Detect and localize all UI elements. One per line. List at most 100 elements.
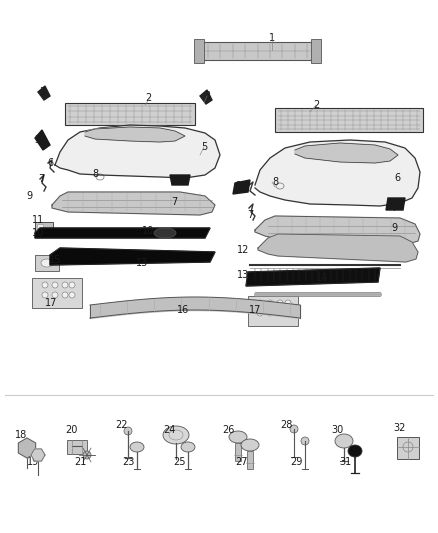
Polygon shape [258, 234, 418, 262]
Text: 19: 19 [27, 457, 39, 467]
Bar [247, 451, 253, 469]
Polygon shape [18, 438, 35, 458]
Polygon shape [233, 180, 250, 194]
Text: 7: 7 [38, 174, 44, 184]
Text: 9: 9 [391, 223, 397, 233]
Polygon shape [386, 198, 405, 210]
Text: 7: 7 [171, 197, 177, 207]
Text: 6: 6 [234, 181, 240, 191]
Ellipse shape [130, 442, 144, 452]
Text: 21: 21 [74, 457, 86, 467]
Polygon shape [55, 125, 220, 178]
Ellipse shape [277, 300, 283, 306]
Bar [35, 222, 53, 235]
Text: 29: 29 [290, 457, 302, 467]
Ellipse shape [52, 292, 58, 298]
Bar [275, 108, 423, 132]
Ellipse shape [41, 259, 53, 267]
Text: 2: 2 [145, 93, 151, 103]
Bar [65, 103, 195, 125]
Bar [397, 437, 419, 459]
Polygon shape [38, 86, 50, 100]
Bar [311, 39, 321, 63]
Text: 27: 27 [235, 457, 247, 467]
Text: 11: 11 [32, 215, 44, 225]
Text: 22: 22 [115, 420, 127, 430]
Text: 7: 7 [247, 210, 253, 220]
Polygon shape [35, 130, 50, 150]
Text: 3: 3 [204, 91, 210, 101]
Text: 32: 32 [394, 423, 406, 433]
Ellipse shape [124, 427, 132, 435]
Ellipse shape [301, 437, 309, 445]
Text: 33: 33 [34, 135, 46, 145]
Ellipse shape [229, 431, 247, 443]
Ellipse shape [163, 426, 189, 444]
Ellipse shape [52, 282, 58, 288]
Polygon shape [255, 140, 420, 206]
Ellipse shape [69, 282, 75, 288]
Ellipse shape [285, 310, 291, 316]
Ellipse shape [22, 443, 32, 453]
Polygon shape [170, 175, 190, 185]
Ellipse shape [267, 300, 273, 306]
Polygon shape [255, 216, 420, 244]
Polygon shape [52, 192, 215, 215]
Bar [200, 42, 315, 60]
Ellipse shape [290, 425, 298, 433]
Polygon shape [295, 143, 398, 163]
Text: 14: 14 [316, 273, 328, 283]
Bar [35, 255, 59, 271]
Text: 3: 3 [39, 87, 45, 97]
Bar [235, 443, 241, 461]
Ellipse shape [257, 300, 263, 306]
Ellipse shape [277, 310, 283, 316]
Ellipse shape [62, 292, 68, 298]
Ellipse shape [83, 451, 91, 459]
Polygon shape [31, 449, 45, 461]
Text: 20: 20 [65, 425, 77, 435]
Bar [32, 278, 82, 308]
Ellipse shape [181, 442, 195, 452]
Ellipse shape [285, 300, 291, 306]
Ellipse shape [241, 439, 259, 451]
Polygon shape [246, 268, 380, 286]
Text: 2: 2 [313, 100, 319, 110]
Polygon shape [200, 90, 212, 104]
Ellipse shape [348, 445, 362, 457]
Ellipse shape [257, 310, 263, 316]
Ellipse shape [42, 282, 48, 288]
Text: 17: 17 [249, 305, 261, 315]
Text: 9: 9 [26, 191, 32, 201]
Ellipse shape [154, 228, 176, 238]
Text: 12: 12 [237, 245, 249, 255]
Polygon shape [35, 228, 210, 238]
Polygon shape [85, 127, 185, 142]
Text: 30: 30 [331, 425, 343, 435]
Text: 8: 8 [272, 177, 278, 187]
Text: 13: 13 [136, 258, 148, 268]
Ellipse shape [267, 310, 273, 316]
Ellipse shape [335, 434, 353, 448]
Text: 25: 25 [174, 457, 186, 467]
Ellipse shape [69, 292, 75, 298]
Text: 1: 1 [269, 33, 275, 43]
Text: 23: 23 [122, 457, 134, 467]
Text: 15: 15 [49, 255, 61, 265]
Text: 8: 8 [92, 169, 98, 179]
Text: 26: 26 [222, 425, 234, 435]
Polygon shape [50, 248, 215, 265]
Ellipse shape [62, 282, 68, 288]
Bar [248, 296, 298, 326]
Ellipse shape [42, 292, 48, 298]
Text: 6: 6 [47, 158, 53, 168]
Text: 17: 17 [45, 298, 57, 308]
Text: 10: 10 [32, 228, 44, 238]
Text: 13: 13 [237, 270, 249, 280]
Text: 31: 31 [339, 457, 351, 467]
Text: 33: 33 [172, 177, 184, 187]
Text: 24: 24 [163, 425, 175, 435]
Text: 10: 10 [142, 226, 154, 236]
Text: 7: 7 [391, 203, 397, 213]
Text: 28: 28 [280, 420, 292, 430]
